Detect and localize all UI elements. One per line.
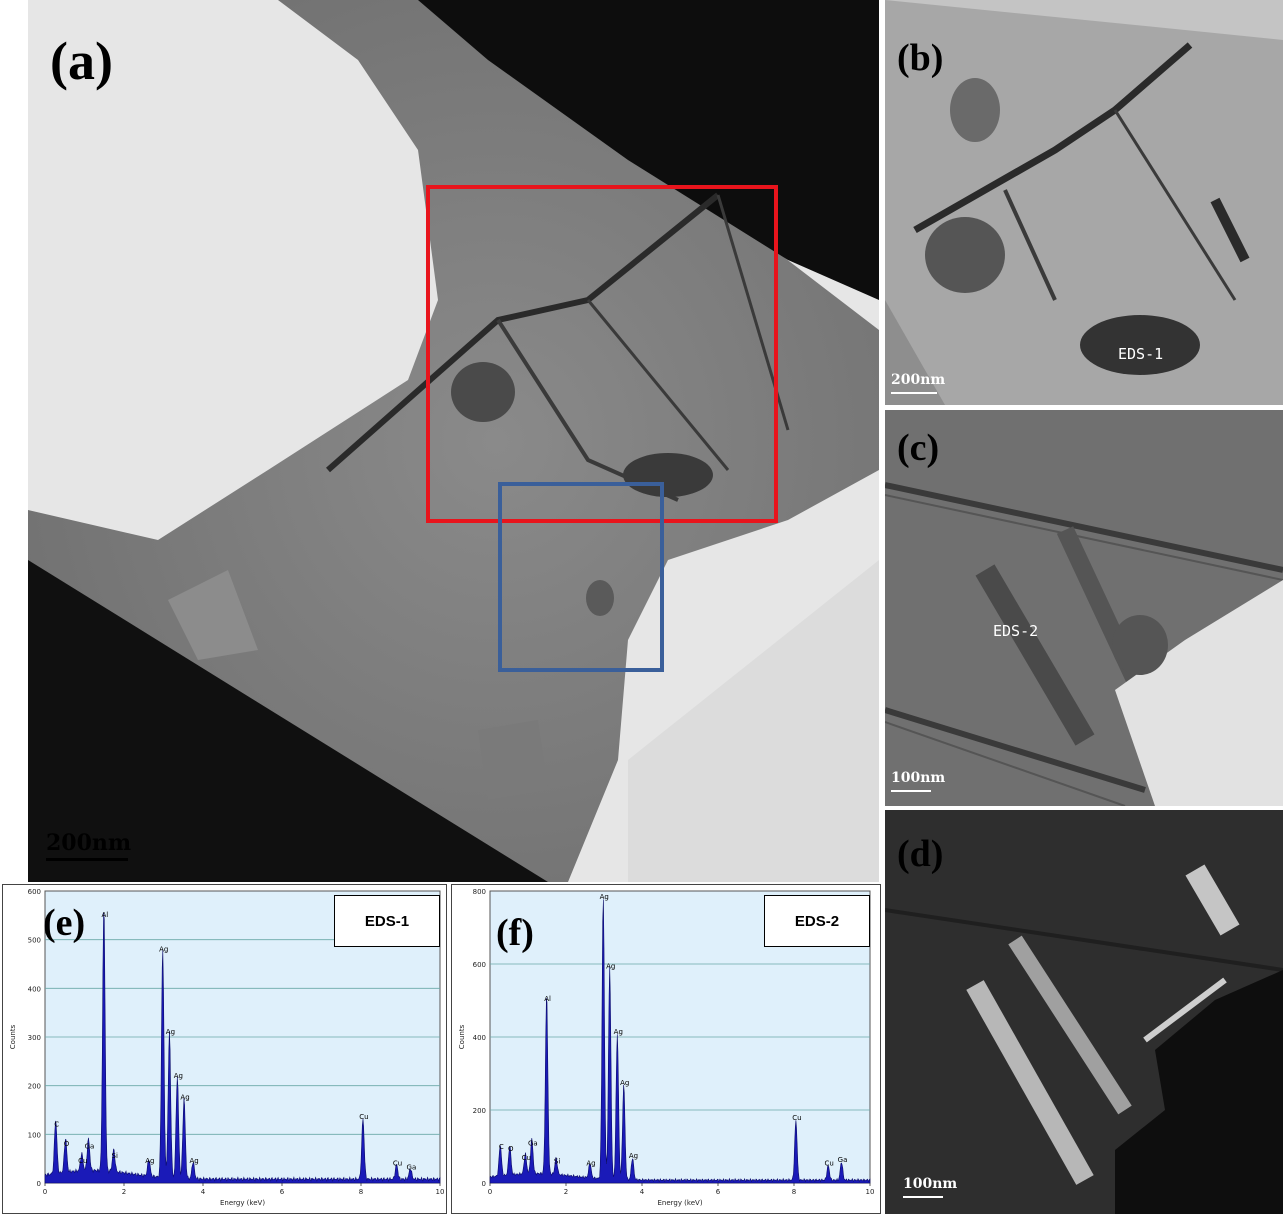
peak-label: O bbox=[64, 1140, 70, 1148]
panel-c-image bbox=[885, 410, 1283, 806]
blue-highlight-box bbox=[498, 482, 664, 672]
y-axis-label: Counts bbox=[458, 1024, 466, 1049]
peak-label: Cu bbox=[825, 1159, 834, 1167]
panel-b-label: (b) bbox=[897, 37, 944, 79]
x-tick-label: 10 bbox=[866, 1188, 875, 1196]
y-tick-label: 600 bbox=[473, 961, 486, 969]
peak-label: Ga bbox=[85, 1142, 95, 1150]
peak-label: C bbox=[54, 1120, 59, 1128]
peak-label: Ag bbox=[159, 945, 168, 953]
x-axis-label: Energy (keV) bbox=[657, 1199, 702, 1207]
peak-label: Ga bbox=[407, 1163, 417, 1171]
y-tick-label: 800 bbox=[473, 888, 486, 896]
panel-a-image bbox=[28, 0, 879, 882]
panel-a: (a) 200nm bbox=[28, 0, 879, 882]
x-tick-label: 4 bbox=[640, 1188, 645, 1196]
x-tick-label: 0 bbox=[488, 1188, 492, 1196]
peak-label: Si bbox=[554, 1158, 560, 1166]
peak-label: C bbox=[499, 1143, 504, 1151]
panel-c-eds-tag: EDS-2 bbox=[993, 622, 1039, 640]
peak-label: Ga bbox=[838, 1156, 848, 1164]
y-tick-label: 200 bbox=[473, 1107, 486, 1115]
y-tick-label: 300 bbox=[28, 1034, 41, 1042]
y-tick-label: 400 bbox=[28, 985, 41, 993]
panel-e-label: (e) bbox=[43, 902, 86, 944]
peak-label: Ag bbox=[145, 1157, 154, 1165]
peak-label: Cu bbox=[792, 1114, 801, 1122]
y-tick-label: 200 bbox=[28, 1083, 41, 1091]
panel-f-spectrum: 0 200 400 600 800 0 2 4 6 8 10 Energy (keV) Counts C O… bbox=[451, 884, 881, 1214]
x-tick-label: 2 bbox=[122, 1188, 126, 1196]
y-tick-label: 0 bbox=[37, 1180, 41, 1188]
panel-c: (c) EDS-2 100nm bbox=[885, 410, 1283, 806]
panel-d-scale-bar bbox=[903, 1196, 943, 1198]
y-axis-label: Counts bbox=[9, 1024, 17, 1049]
panel-d-label: (d) bbox=[897, 833, 944, 875]
panel-a-scale-bar bbox=[46, 858, 128, 861]
x-tick-label: 2 bbox=[564, 1188, 568, 1196]
x-tick-label: 6 bbox=[280, 1188, 285, 1196]
spectrum-e-svg: 0 100 200 300 400 500 600 0 2 4 6 8 10 Energy (keV) Co… bbox=[9, 888, 445, 1207]
panel-b-scale-text: 200nm bbox=[891, 372, 946, 388]
x-tick-label: 0 bbox=[43, 1188, 47, 1196]
peak-label: Ag bbox=[620, 1079, 629, 1087]
panel-b: (b) EDS-1 200nm bbox=[885, 0, 1283, 405]
spectrum-f-box: EDS-2 bbox=[764, 895, 870, 947]
peak-label: Ag bbox=[166, 1028, 175, 1036]
panel-c-scale-bar bbox=[891, 790, 931, 792]
panel-e-spectrum: 0 100 200 300 400 500 600 0 2 4 6 8 10 Energy (keV) Co… bbox=[2, 884, 447, 1214]
peak-label: Ag bbox=[174, 1072, 183, 1080]
y-tick-label: 400 bbox=[473, 1034, 486, 1042]
y-tick-label: 0 bbox=[482, 1180, 486, 1188]
panel-b-image bbox=[885, 0, 1283, 405]
panel-a-label: (a) bbox=[50, 31, 113, 91]
x-axis-label: Energy (keV) bbox=[220, 1199, 265, 1207]
red-highlight-box bbox=[426, 185, 778, 523]
peak-label: Cu bbox=[393, 1159, 402, 1167]
x-tick-label: 10 bbox=[436, 1188, 445, 1196]
x-tick-label: 8 bbox=[792, 1188, 796, 1196]
x-tick-label: 4 bbox=[201, 1188, 206, 1196]
peak-label: Ag bbox=[586, 1159, 595, 1167]
y-tick-label: 500 bbox=[28, 937, 41, 945]
peak-label: Ag bbox=[629, 1152, 638, 1160]
y-tick-label: 600 bbox=[28, 888, 41, 896]
peak-label: Ga bbox=[528, 1139, 538, 1147]
peak-label: Ag bbox=[606, 962, 615, 970]
peak-label: Ag bbox=[600, 893, 609, 901]
peak-label: Cu bbox=[359, 1113, 368, 1121]
panel-c-scale-text: 100nm bbox=[891, 770, 946, 786]
spectrum-trace bbox=[489, 899, 871, 1184]
panel-d: (d) 100nm bbox=[885, 810, 1283, 1214]
y-tick-label: 100 bbox=[28, 1131, 41, 1139]
spectrum-trace bbox=[44, 912, 441, 1184]
peak-label: Cu bbox=[522, 1154, 531, 1162]
peak-label: O bbox=[508, 1145, 514, 1153]
peak-label: Al bbox=[101, 911, 108, 919]
panel-c-label: (c) bbox=[897, 427, 940, 469]
peak-label: Ag bbox=[180, 1094, 189, 1102]
panel-b-eds-tag: EDS-1 bbox=[1118, 345, 1164, 363]
x-tick-label: 8 bbox=[359, 1188, 363, 1196]
peak-label: Ag bbox=[190, 1157, 199, 1165]
panel-d-image bbox=[885, 810, 1283, 1214]
x-tick-label: 6 bbox=[716, 1188, 721, 1196]
peak-label: Cu bbox=[78, 1157, 87, 1165]
spectrum-e-box: EDS-1 bbox=[334, 895, 440, 947]
panel-b-scale-bar bbox=[891, 392, 937, 394]
panel-a-scale-text: 200nm bbox=[46, 830, 132, 856]
panel-f-label: (f) bbox=[496, 912, 534, 954]
peak-label: Si bbox=[112, 1152, 118, 1160]
panel-d-scale-text: 100nm bbox=[903, 1176, 958, 1192]
peak-label: Ag bbox=[614, 1028, 623, 1036]
peak-label: Al bbox=[544, 995, 551, 1003]
